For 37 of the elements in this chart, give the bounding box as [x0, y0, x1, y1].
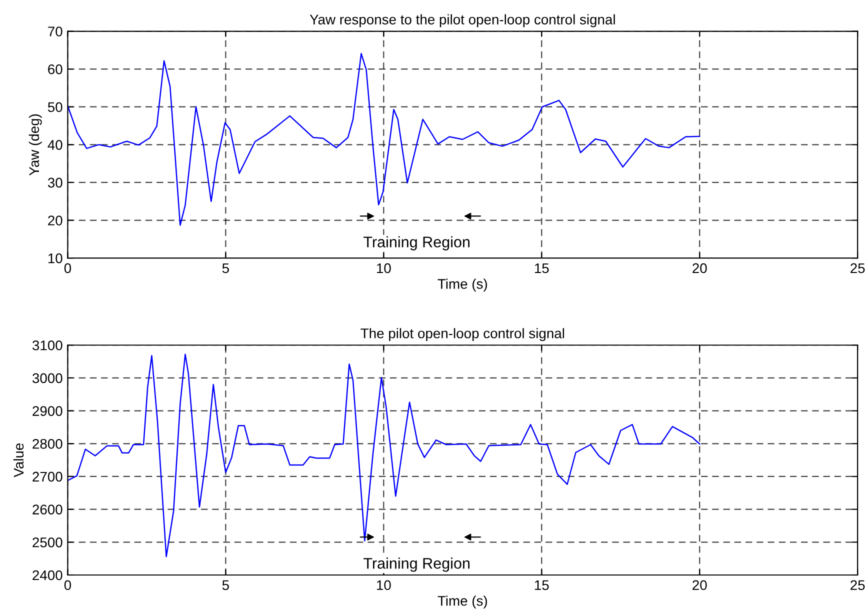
- y-tick-label: 20: [48, 216, 62, 226]
- x-tick-label: 20: [692, 580, 707, 590]
- y-tick-label: 30: [48, 178, 62, 188]
- x-tick-label: 0: [64, 580, 72, 590]
- x-tick-label: 15: [534, 263, 549, 274]
- y-tick-label: 2400: [32, 570, 62, 580]
- line-series: [68, 354, 700, 558]
- x-tick-label: 10: [376, 580, 391, 590]
- y-tick-label: 70: [48, 26, 62, 36]
- annotation: Training Region: [364, 236, 470, 250]
- y-tick-label: 40: [48, 140, 62, 150]
- y-tick-label: 2600: [32, 504, 62, 514]
- line-series: [68, 52, 700, 226]
- y-tick-label: 2800: [32, 438, 62, 449]
- y-tick-label: 3100: [32, 340, 62, 350]
- y-tick-label: 60: [48, 64, 62, 74]
- y-tick-label: 2700: [32, 472, 62, 482]
- y-axis-title: Value: [13, 443, 24, 478]
- x-tick-label: 5: [222, 263, 229, 274]
- chart-title: The pilot open-loop control signal: [360, 328, 564, 342]
- x-tick-label: 5: [222, 580, 229, 590]
- x-axis-title: Time (s): [438, 596, 487, 609]
- annotation: Training Region: [364, 558, 470, 572]
- chart-title: Yaw response to the pilot open-loop control signal: [310, 14, 615, 28]
- x-axis-title: Time (s): [438, 278, 487, 292]
- x-tick-label: 25: [850, 263, 865, 274]
- y-tick-label: 2900: [32, 406, 62, 416]
- x-tick-label: 15: [534, 580, 549, 590]
- x-tick-label: 25: [850, 580, 865, 590]
- y-tick-label: 10: [48, 253, 62, 264]
- y-axis-title: Yaw (deg): [28, 114, 42, 176]
- x-tick-label: 10: [376, 263, 391, 274]
- y-tick-label: 50: [48, 102, 62, 112]
- y-tick-label: 2500: [32, 537, 62, 548]
- y-tick-label: 3000: [32, 373, 62, 384]
- x-tick-label: 20: [692, 263, 707, 274]
- x-tick-label: 0: [64, 263, 72, 274]
